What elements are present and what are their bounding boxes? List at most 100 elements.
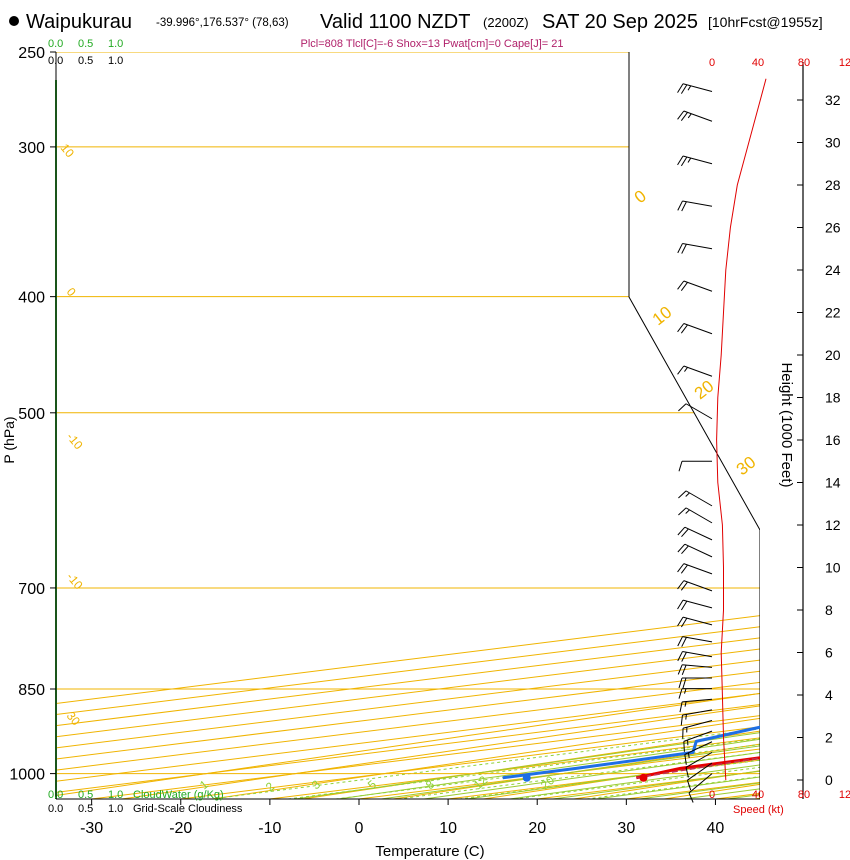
wind-barb (678, 677, 712, 689)
wind-barb (677, 526, 713, 541)
dry-adiabat-line (56, 692, 760, 796)
wind-barb (688, 773, 713, 803)
barb-flag (677, 83, 684, 93)
height-tick-label: 32 (825, 92, 841, 108)
mixing-ratio-label: 20 (538, 773, 557, 793)
valid-time: Valid 1100 NZDT (320, 11, 470, 33)
barb-flag (680, 564, 688, 574)
wind-barb (677, 636, 713, 647)
barb-shaft (682, 698, 713, 703)
height-tick-label: 12 (825, 517, 841, 533)
barb-half-flag (687, 85, 692, 91)
x-tick-label: -30 (80, 820, 103, 837)
dry-adiabat-line (754, 797, 760, 799)
cloudwater-top-tick: 0.0 (48, 38, 63, 50)
wind-barb (682, 720, 713, 739)
barb-flag (677, 543, 686, 553)
barb-shaft (682, 616, 713, 626)
forecast-date: SAT 20 Sep 2025 (542, 11, 698, 33)
adiabat-label: 10 (58, 141, 78, 160)
wind-barb (677, 323, 713, 335)
barb-flag (677, 110, 685, 120)
mixing-ratio-line (288, 737, 760, 799)
barb-flag (688, 792, 694, 803)
barb-flag (685, 767, 689, 778)
x-tick-label: -10 (258, 820, 281, 837)
cloudwater-label: CloudWater (g/Kg) (133, 789, 224, 801)
barb-flag (678, 507, 687, 516)
barb-half-flag (685, 492, 690, 497)
barb-flag (680, 156, 688, 167)
cloudiness-top-tick: 0.5 (78, 55, 93, 67)
speed-top-tick: 80 (798, 57, 810, 69)
x-tick-label: -20 (169, 820, 192, 837)
dry-adiabat-line (212, 717, 760, 799)
barb-flag (681, 528, 689, 538)
x-tick-label: 0 (355, 820, 364, 837)
barb-flag (677, 155, 684, 166)
moist-adiabat-line (338, 738, 760, 799)
height-tick-label: 10 (825, 560, 841, 576)
barb-flag (677, 599, 684, 610)
background-lines (56, 52, 760, 799)
adiabat-label: -10 (64, 430, 86, 453)
height-tick-label: 16 (825, 432, 841, 448)
barb-flag (677, 526, 686, 536)
barb-shaft (682, 720, 713, 729)
dry-adiabat-line (302, 730, 760, 799)
speed-top-tick: 0 (709, 57, 715, 69)
cloudwater-bottom-tick: 1.0 (108, 789, 123, 801)
speed-axis-title: Speed (kt) (733, 804, 784, 816)
barb-flag (678, 490, 687, 499)
barb-flag (677, 243, 683, 254)
x-axis-title: Temperature (C) (375, 843, 484, 860)
barb-half-flag (684, 367, 688, 372)
barb-shaft (682, 636, 713, 643)
barb-shaft (684, 543, 713, 558)
cloudwater-bottom-tick: 0.0 (48, 789, 63, 801)
trace-parcel (636, 757, 760, 779)
barb-flag (680, 600, 688, 611)
speed-top-tick: 12 (839, 57, 850, 69)
height-tick-label: 8 (825, 602, 833, 618)
cloudiness-bottom-tick: 1.0 (108, 803, 123, 815)
forecast-run: [10hrFcst@1955z] (708, 14, 823, 30)
barb-flag (681, 664, 687, 675)
barb-flag (677, 616, 684, 627)
barb-flag (686, 780, 692, 791)
axes: -30 -20 -10 0 10 20 30 40 Temperature (C) 250 300 4… (1, 38, 760, 860)
y-tick-label: 500 (18, 406, 45, 423)
adiabat-label: -10 (64, 570, 86, 593)
barb-shaft (683, 580, 713, 592)
barb-flag (677, 580, 685, 590)
barb-flag (681, 545, 689, 555)
barb-shaft (685, 490, 713, 507)
isotherm-line (56, 637, 760, 727)
barb-shaft (682, 83, 713, 92)
barb-shaft (682, 664, 713, 668)
barb-flag (680, 112, 688, 122)
mixing-ratio-label: 12 (471, 773, 490, 793)
barb-shaft (683, 563, 713, 575)
wind-barb (686, 762, 713, 791)
barb-flag (680, 84, 688, 94)
wind-barb (677, 651, 713, 662)
wind-barb (678, 507, 713, 524)
mixing-ratio-label: 5 (365, 777, 379, 792)
barb-flag (677, 636, 683, 647)
barb-flag (678, 403, 687, 412)
surface-marker (639, 773, 648, 782)
height-tick-label: 14 (825, 475, 841, 491)
wind-barb (685, 751, 713, 778)
cloudwater-bottom-tick: 0.5 (78, 789, 93, 801)
barb-flag (678, 461, 683, 472)
barb-flag (680, 581, 688, 591)
barb-shaft (684, 741, 713, 755)
y-tick-label: 700 (18, 581, 45, 598)
wind-barb (677, 200, 713, 212)
wind-barb (678, 688, 712, 699)
barb-flag (680, 715, 683, 726)
wind-barb (684, 741, 713, 765)
cloudiness-label: Grid-Scale Cloudiness (133, 803, 243, 815)
dry-adiabat-line (122, 705, 760, 799)
